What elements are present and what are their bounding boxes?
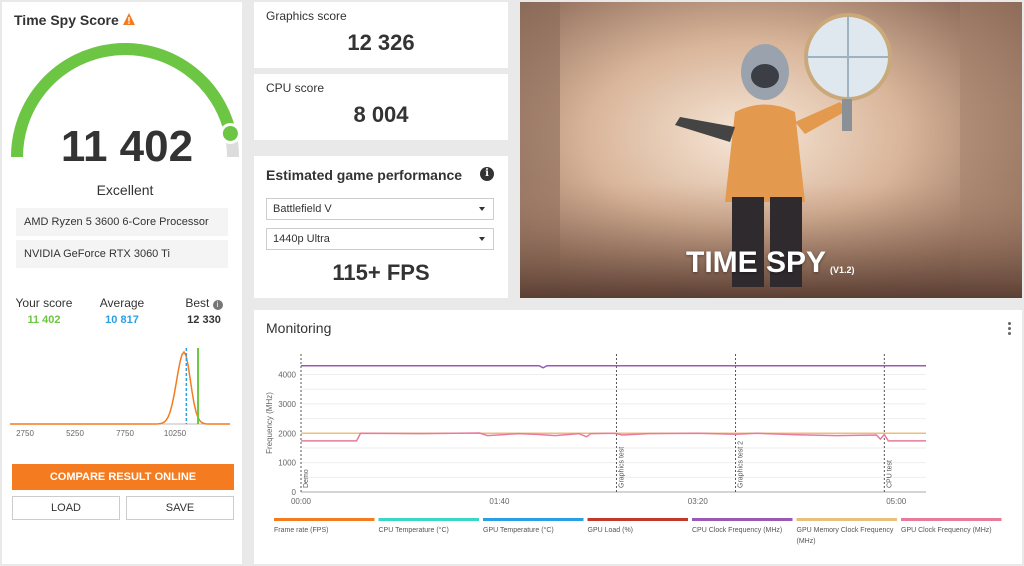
legend-label[interactable]: GPU Temperature (°C) xyxy=(483,526,554,534)
save-button[interactable]: SAVE xyxy=(126,496,234,520)
cpu-score-card: CPU score 8 004 xyxy=(254,74,508,140)
legend-label[interactable]: GPU Memory Clock Frequency (MHz) xyxy=(797,527,894,545)
y-tick-label: 2000 xyxy=(278,429,296,438)
monitoring-title: Monitoring xyxy=(266,320,332,336)
estimated-fps: 115+ FPS xyxy=(332,260,430,285)
score-distribution-chart: 2750 5250 7750 10250 xyxy=(10,348,230,438)
legend-label[interactable]: CPU Clock Frequency (MHz) xyxy=(692,527,782,534)
your-score-col: Your score 11 402 xyxy=(4,296,84,326)
preset-select[interactable]: 1440p Ultra xyxy=(266,228,494,250)
warning-icon[interactable] xyxy=(122,12,136,26)
best-label: Best xyxy=(185,296,210,310)
cpu-score-label: CPU score xyxy=(266,81,325,95)
x-tick-label: 00:00 xyxy=(291,497,312,506)
series-line xyxy=(301,432,926,442)
load-button[interactable]: LOAD xyxy=(12,496,120,520)
time-spy-banner: TIME SPY (V1.2) xyxy=(520,2,1022,298)
chevron-down-icon xyxy=(479,237,485,241)
estimated-performance-title: Estimated game performance xyxy=(266,167,463,183)
chevron-down-icon xyxy=(479,207,485,211)
game-select-value: Battlefield V xyxy=(273,203,332,215)
x-tick-label: 05:00 xyxy=(886,497,907,506)
dist-tick-label: 7750 xyxy=(116,429,134,438)
monitoring-panel: 4000 3000 2000 1000 0 Frequency (MHz) 00:00 01:… xyxy=(254,310,1022,564)
legend-label[interactable]: GPU Clock Frequency (MHz) xyxy=(901,527,992,534)
dist-tick-label: 2750 xyxy=(16,429,34,438)
series-line xyxy=(301,364,926,369)
legend-swatch xyxy=(692,518,793,521)
overall-score: 11 402 xyxy=(60,122,194,171)
banner-artwork xyxy=(520,2,1022,298)
cpu-name: AMD Ryzen 5 3600 6-Core Processor xyxy=(16,208,228,236)
banner-version: (V1.2) xyxy=(830,265,855,275)
best-score-col: Best i 12 330 xyxy=(164,296,244,326)
your-score-label: Your score xyxy=(15,296,73,310)
your-score-value: 11 402 xyxy=(27,314,61,326)
average-value: 10 817 xyxy=(105,314,139,326)
estimated-performance-card: Estimated game performance i Battlefield… xyxy=(254,156,508,298)
more-options-icon[interactable] xyxy=(1008,322,1012,337)
legend-swatch xyxy=(901,518,1002,521)
y-tick-label: 4000 xyxy=(278,371,296,380)
graphics-score-card: Graphics score 12 326 xyxy=(254,2,508,68)
info-icon[interactable]: i xyxy=(212,300,223,310)
score-rating: Excellent xyxy=(96,182,154,198)
phase-marker-label: Graphics test xyxy=(618,447,625,488)
average-score-col: Average 10 817 xyxy=(82,296,162,326)
game-select[interactable]: Battlefield V xyxy=(266,198,494,220)
phase-marker-label: Demo xyxy=(303,469,310,488)
x-tick-label: 03:20 xyxy=(688,497,709,506)
best-label-row: Best i xyxy=(164,296,244,310)
info-icon[interactable]: i xyxy=(480,167,494,181)
average-label: Average xyxy=(99,296,145,310)
dist-tick-label: 10250 xyxy=(164,429,187,438)
y-axis-label: Frequency (MHz) xyxy=(265,392,274,454)
score-gauge xyxy=(11,43,241,158)
legend-swatch xyxy=(483,518,584,521)
gpu-name: NVIDIA GeForce RTX 3060 Ti xyxy=(16,240,228,268)
legend-label[interactable]: GPU Load (%) xyxy=(588,527,634,534)
banner-title: TIME SPY xyxy=(686,246,827,279)
phase-marker-label: CPU test xyxy=(886,460,893,488)
y-tick-label: 0 xyxy=(292,488,297,497)
phase-marker-label: Graphics test 2 xyxy=(738,441,745,488)
graphics-score-label: Graphics score xyxy=(266,9,347,23)
gauge-fill xyxy=(11,43,237,158)
compare-online-button[interactable]: COMPARE RESULT ONLINE xyxy=(12,464,234,490)
legend-swatch xyxy=(587,518,688,521)
x-tick-label: 01:40 xyxy=(489,497,510,506)
dist-tick-label: 5250 xyxy=(66,429,84,438)
monitoring-chart: 4000 3000 2000 1000 0 Frequency (MHz) 00:00 01:… xyxy=(265,354,1002,545)
legend-swatch xyxy=(274,518,375,521)
y-tick-label: 1000 xyxy=(278,459,296,468)
cpu-score-value: 8 004 xyxy=(353,102,409,127)
legend-label[interactable]: Frame rate (FPS) xyxy=(274,527,328,534)
legend-swatch xyxy=(796,518,897,521)
score-panel: Time Spy Score 11 402 Excellent AMD Ryze… xyxy=(2,2,242,564)
best-value: 12 330 xyxy=(187,314,221,326)
preset-select-value: 1440p Ultra xyxy=(273,233,330,245)
score-title: Time Spy Score xyxy=(14,12,119,28)
graphics-score-value: 12 326 xyxy=(347,30,415,55)
gauge-knob xyxy=(219,122,241,144)
distribution-curve xyxy=(10,350,230,425)
legend-label[interactable]: CPU Temperature (°C) xyxy=(379,526,449,534)
y-tick-label: 3000 xyxy=(278,400,296,409)
legend-swatch xyxy=(378,518,479,521)
